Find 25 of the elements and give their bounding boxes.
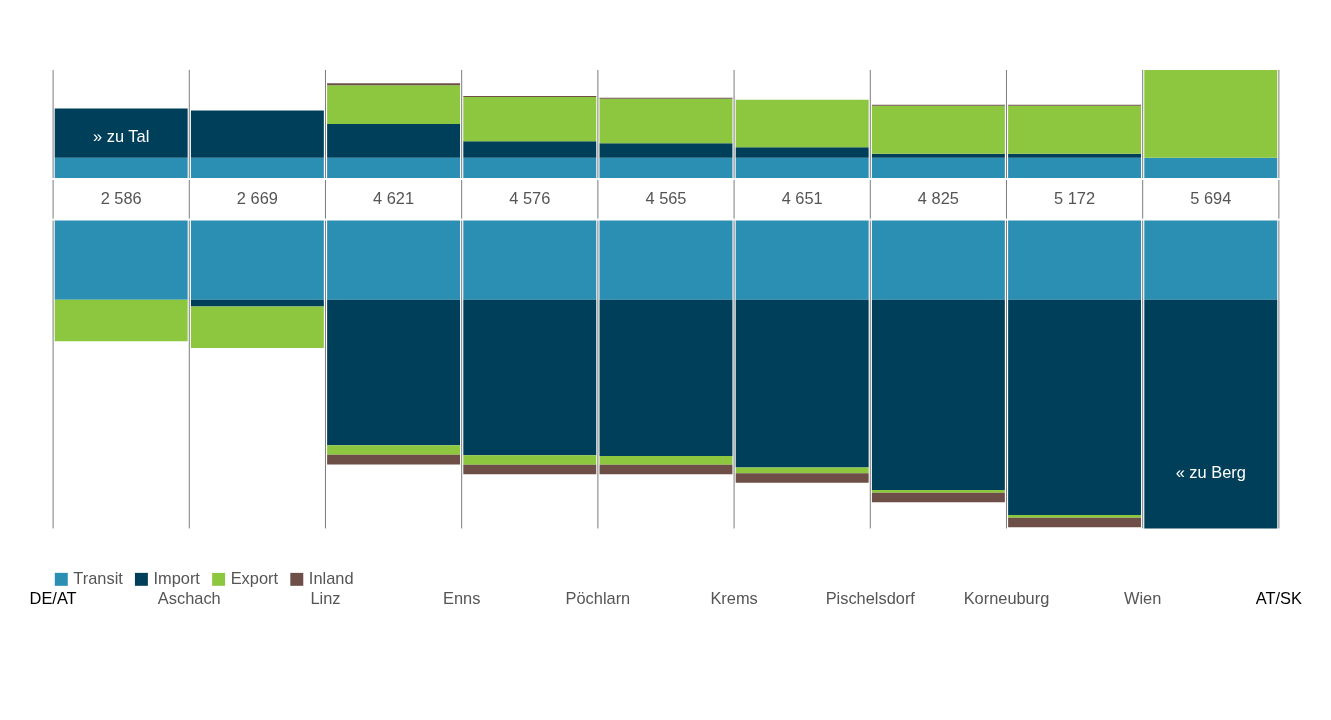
text: Korneuburg [963,588,1050,607]
legend-label: Transit [73,569,124,588]
annotation: « zu Berg [1175,462,1246,481]
text: Enns [443,588,481,607]
text: 4 565 [645,189,687,208]
text: Pöchlarn [565,588,631,607]
text: Aschach [157,588,221,607]
text: 4 825 [917,189,959,208]
text: 5 694 [1190,189,1232,208]
text: 5 172 [1054,189,1096,208]
text: 2 669 [236,189,278,208]
text: AT/SK [1255,588,1303,607]
legend-label: Export [230,569,279,588]
legend-label: Import [153,569,201,588]
text: 4 576 [509,189,551,208]
text: Krems [710,588,758,607]
text: 2 586 [100,189,142,208]
text: 4 621 [373,189,415,208]
legend-label: Inland [308,569,354,588]
text: Wien [1124,588,1162,607]
text: DE/AT [29,588,77,607]
text: Linz [310,588,341,607]
annotation: » zu Tal [93,126,150,145]
text: Pischelsdorf [825,588,916,607]
text: 4 651 [781,189,823,208]
